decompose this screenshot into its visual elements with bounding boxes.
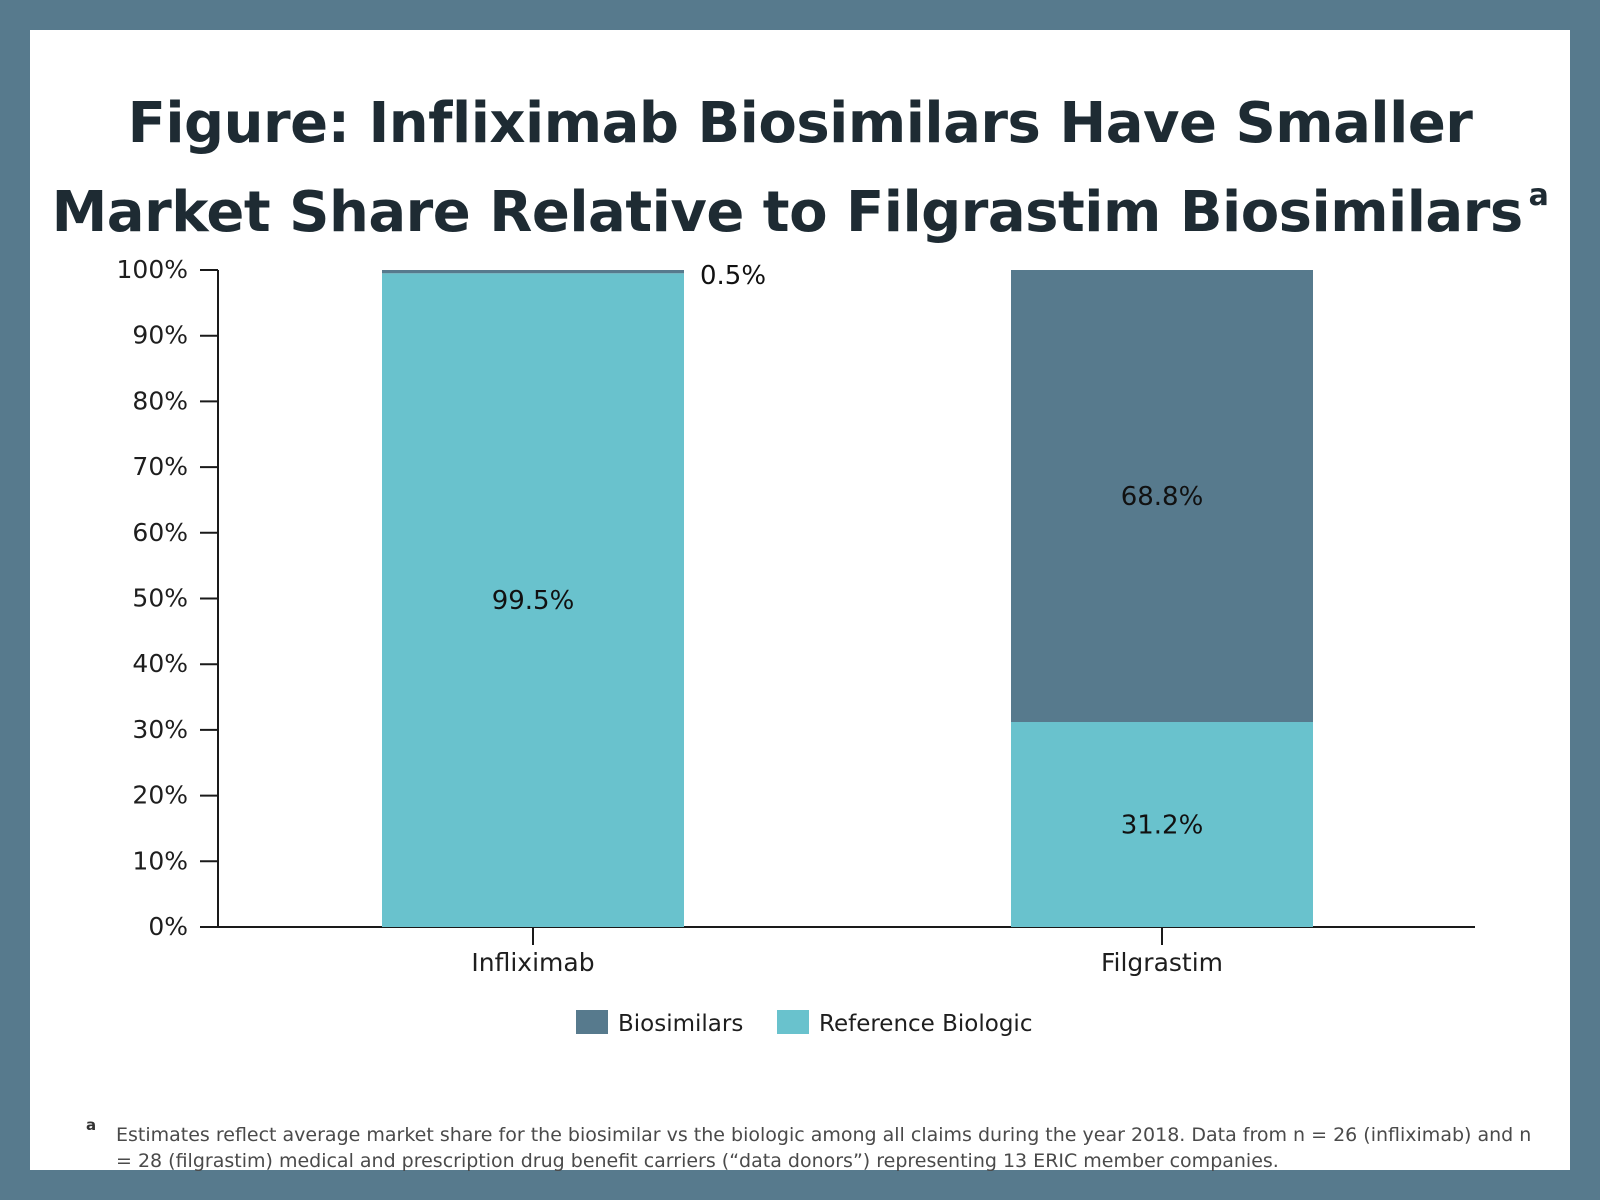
bar-reference-infliximab [382,273,684,927]
bar-reference-filgrastim [1011,722,1313,927]
y-tick-label: 20% [132,781,188,810]
legend-swatch-biosimilars [576,1010,608,1034]
data-label-reference: 99.5% [492,586,575,616]
data-label-biosimilars: 0.5% [700,261,766,291]
legend-label-biosimilars: Biosimilars [618,1011,743,1037]
figure-panel: Figure: Infliximab Biosimilars Have Smal… [30,30,1570,1172]
chart-title-line1: Figure: Infliximab Biosimilars Have Smal… [127,91,1473,156]
y-tick-label: 10% [132,846,188,875]
bar-biosimilars-infliximab [382,270,684,274]
data-label-reference: 31.2% [1121,811,1204,841]
footnote-text: Estimates reflect average market share f… [116,1124,1532,1172]
y-tick-label: 30% [132,715,188,744]
y-tick-label: 90% [132,321,188,350]
y-tick-label: 80% [132,386,188,415]
bar-biosimilars-filgrastim [1011,270,1313,723]
data-label-biosimilars: 68.8% [1121,482,1204,512]
legend-label-reference: Reference Biologic [819,1011,1032,1037]
footnote-marker: a [86,1116,97,1134]
x-tick-label: Filgrastim [1101,948,1223,977]
title-footnote-marker: a [1528,178,1549,213]
y-tick-label: 40% [132,649,188,678]
y-tick-label: 100% [117,255,188,284]
chart-title-line2: Market Share Relative to Filgrastim Bios… [51,180,1524,245]
footnote: a Estimates reflect average market share… [86,1116,1546,1174]
y-tick-label: 60% [132,518,188,547]
y-tick-label: 50% [132,584,188,613]
chart-title: Figure: Infliximab Biosimilars Have Smal… [30,88,1570,249]
x-tick-label: Infliximab [471,948,594,977]
legend-swatch-reference [777,1010,809,1034]
y-tick-label: 70% [132,452,188,481]
stacked-bar-chart: 0% 10% 20% 30% 40% 50% 60% 70% 80% 90% 100% Inflixi… [117,255,1475,1037]
y-tick-label: 0% [148,912,188,941]
